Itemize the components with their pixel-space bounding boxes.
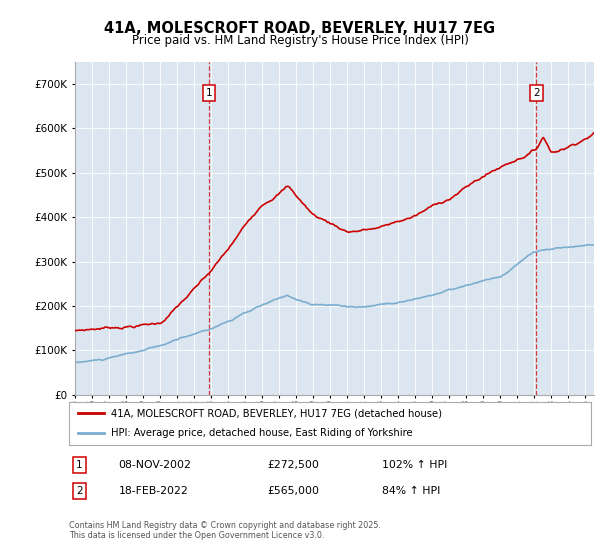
Text: 41A, MOLESCROFT ROAD, BEVERLEY, HU17 7EG (detached house): 41A, MOLESCROFT ROAD, BEVERLEY, HU17 7EG… [111,408,442,418]
Text: 2: 2 [533,88,540,97]
Text: 84% ↑ HPI: 84% ↑ HPI [382,486,440,496]
Text: £565,000: £565,000 [268,486,319,496]
Text: 08-NOV-2002: 08-NOV-2002 [119,460,191,470]
Text: 2: 2 [76,486,83,496]
Text: 1: 1 [76,460,83,470]
Text: 102% ↑ HPI: 102% ↑ HPI [382,460,448,470]
Text: Contains HM Land Registry data © Crown copyright and database right 2025.
This d: Contains HM Land Registry data © Crown c… [69,521,381,540]
Text: £272,500: £272,500 [268,460,319,470]
Text: 1: 1 [205,88,212,97]
Text: 18-FEB-2022: 18-FEB-2022 [119,486,188,496]
Text: 41A, MOLESCROFT ROAD, BEVERLEY, HU17 7EG: 41A, MOLESCROFT ROAD, BEVERLEY, HU17 7EG [104,21,496,36]
Text: Price paid vs. HM Land Registry's House Price Index (HPI): Price paid vs. HM Land Registry's House … [131,34,469,46]
Text: HPI: Average price, detached house, East Riding of Yorkshire: HPI: Average price, detached house, East… [111,428,412,438]
